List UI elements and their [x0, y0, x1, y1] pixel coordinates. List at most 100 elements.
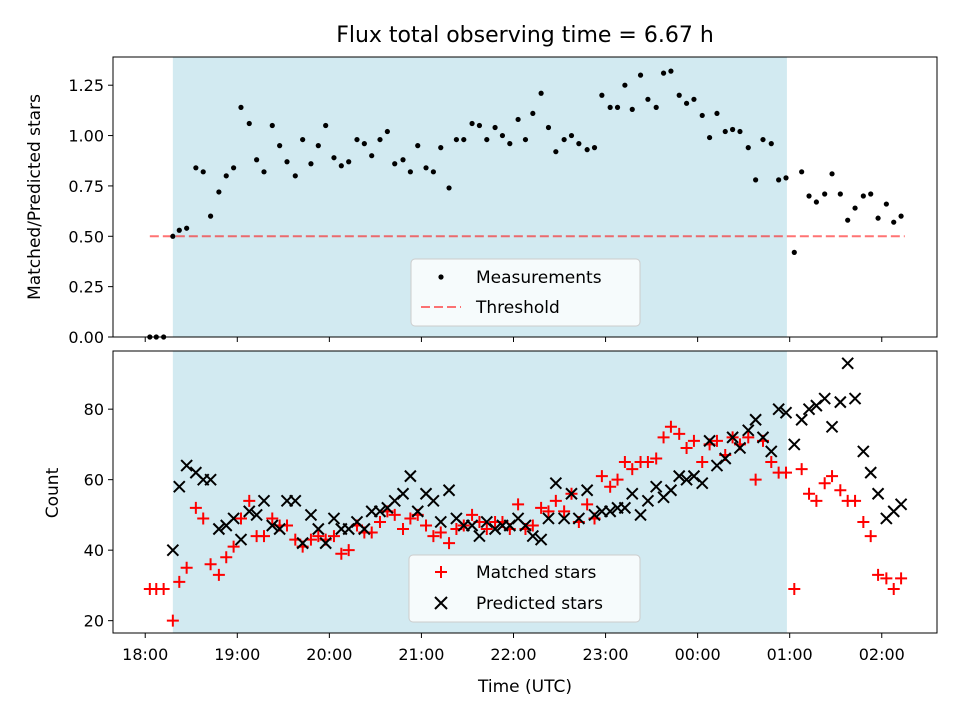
predicted-star-point: [825, 420, 839, 433]
measurement-point: [308, 161, 314, 167]
matched-star-point: [243, 494, 256, 507]
top-legend-box: [410, 258, 641, 327]
matched-star-point: [710, 434, 723, 447]
matched-star-point: [266, 512, 279, 525]
measurement-point: [284, 159, 290, 165]
measurement-point: [760, 136, 766, 143]
bottom-panel: 20 40 60 80 18:00 19:00 20:00 21:00 22:00 23:00 0…: [43, 350, 938, 697]
chart-title: Flux total observing time = 6.67 h: [336, 23, 714, 48]
measurement-point: [891, 219, 897, 225]
predicted-star-point: [319, 536, 332, 550]
measurement-point: [415, 143, 421, 149]
measurement-point: [430, 169, 436, 175]
top-axes-frame: [112, 56, 938, 338]
predicted-star-point: [626, 487, 639, 500]
predicted-star-point: [857, 445, 870, 458]
measurement-point: [683, 100, 690, 106]
predicted-star-point: [779, 406, 793, 419]
predicted-star-point: [680, 473, 693, 486]
matched-star-point: [887, 582, 900, 595]
measurement-point: [783, 175, 789, 181]
predicted-star-point: [465, 519, 479, 532]
measurement-point: [476, 122, 483, 129]
matched-star-point: [650, 452, 663, 465]
measurement-point: [576, 141, 582, 147]
threshold-legend-label: Threshold: [475, 298, 560, 318]
matched-star-point: [795, 463, 808, 476]
measurement-point: [246, 120, 252, 127]
x-tick-label: 00:00: [675, 645, 721, 664]
predicted-star-point: [304, 508, 318, 522]
top-y-tick-label: 0.50: [68, 227, 104, 246]
measurement-point: [538, 90, 544, 96]
predicted-star-point: [526, 529, 540, 543]
matched-star-point: [780, 466, 793, 479]
measurement-point: [261, 169, 267, 175]
predicted-legend-label: Predicted stars: [476, 594, 603, 614]
measurement-point: [446, 185, 452, 191]
measurement-point: [829, 171, 835, 177]
measurement-point: [875, 215, 881, 221]
matched-star-point: [849, 494, 862, 507]
measurement-point: [706, 134, 713, 141]
predicted-star-point: [749, 413, 762, 426]
predicted-star-point: [427, 494, 440, 508]
matched-star-point: [466, 508, 479, 521]
predicted-star-point: [565, 487, 578, 500]
predicted-star-point: [719, 452, 732, 465]
matched-star-point: [234, 512, 247, 525]
matched-star-point: [673, 427, 686, 440]
matched-star-point: [788, 582, 801, 595]
measurement-point: [515, 116, 521, 123]
x-tick-label: 22:00: [490, 645, 536, 664]
matched-star-point: [173, 575, 186, 588]
measurement-point: [553, 149, 559, 155]
measurement-point: [361, 141, 367, 147]
matched-star-point: [687, 434, 700, 447]
matched-star-point: [864, 530, 877, 543]
matched-star-point: [542, 505, 555, 518]
matched-star-point: [443, 537, 456, 550]
predicted-star-point: [588, 508, 601, 522]
measurement-point: [561, 136, 567, 143]
measurement-point: [200, 169, 206, 175]
matched-legend-label: Matched stars: [476, 563, 596, 583]
predicted-star-point: [649, 480, 663, 493]
matched-star-point: [803, 487, 816, 500]
predicted-star-point: [250, 508, 263, 522]
predicted-star-point: [243, 505, 256, 518]
matched-star-point: [857, 515, 870, 528]
matched-star-point: [257, 530, 270, 543]
measurement-point: [377, 136, 383, 143]
matched-star-point: [388, 508, 401, 521]
measurement-point: [438, 145, 444, 151]
matched-star-point: [535, 501, 548, 514]
measurement-point: [584, 147, 590, 153]
matched-star-point: [420, 519, 433, 532]
predicted-star-point: [542, 512, 555, 525]
measurement-point: [883, 201, 889, 207]
predicted-star-point: [227, 512, 240, 525]
measurement-point: [223, 173, 229, 179]
predicted-star-point: [212, 522, 226, 536]
measurement-point: [745, 145, 751, 151]
measurement-point: [354, 136, 360, 143]
predicted-star-point: [473, 529, 486, 543]
matched-star-point: [581, 498, 594, 511]
predicted-star-point: [673, 469, 686, 483]
top-y-tick-label: 0.75: [68, 177, 104, 196]
matched-star-point: [404, 512, 417, 525]
matched-star-point: [480, 523, 493, 536]
matched-star-point: [327, 530, 340, 543]
measurement-point: [691, 96, 697, 102]
measurement-point: [622, 82, 628, 88]
bottom-y-ticks: 20 40 60 80: [84, 400, 113, 631]
predicted-star-point: [765, 445, 778, 458]
matched-star-point: [626, 463, 639, 476]
predicted-star-point: [696, 476, 709, 490]
matched-star-point: [227, 540, 240, 553]
measurement-point: [184, 225, 190, 231]
measurement-point: [338, 163, 344, 169]
measurement-point: [868, 191, 874, 197]
measurement-point: [407, 169, 413, 175]
